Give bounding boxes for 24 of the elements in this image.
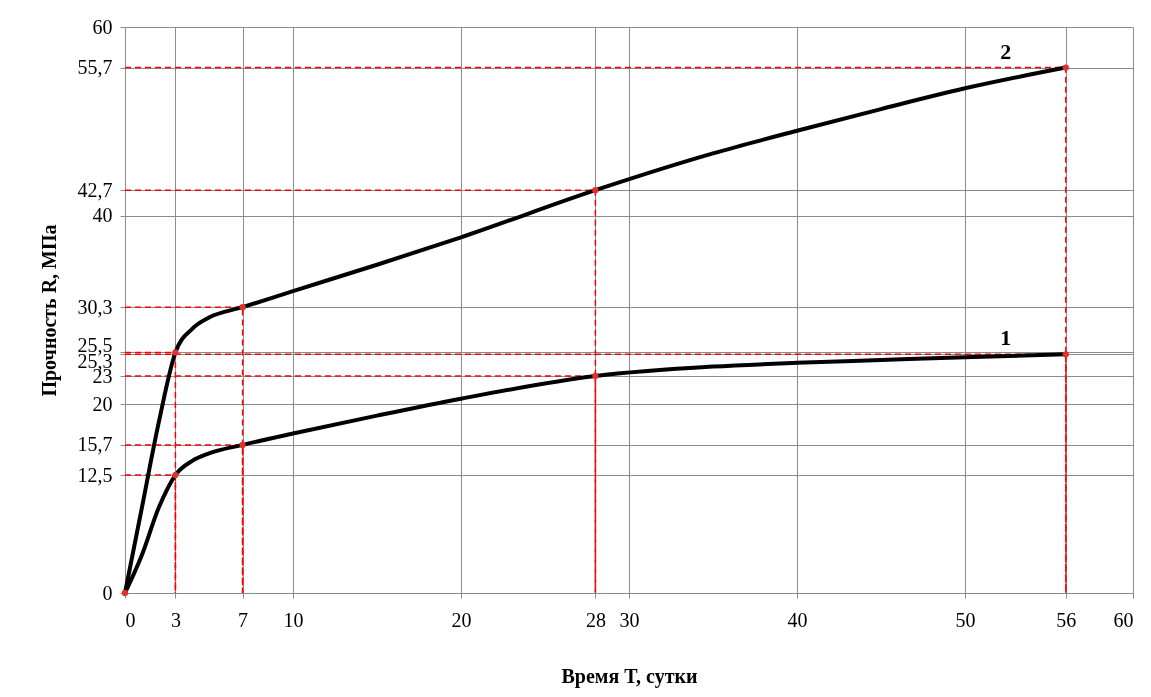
x-tick-label: 50 — [955, 608, 976, 631]
series-label: 2 — [1000, 38, 1012, 64]
x-tick-label: 20 — [451, 608, 472, 631]
x-tick-label: 30 — [619, 608, 640, 631]
y-tick-label: 42,7 — [77, 178, 113, 201]
y-tick-label: 60 — [92, 15, 113, 38]
x-axis-title: Время T, сутки — [561, 664, 698, 688]
y-tick-label: 40 — [92, 204, 113, 227]
x-tick-label: 28 — [585, 608, 606, 631]
y-tick-label: 20 — [92, 392, 113, 415]
series-label: 1 — [1000, 325, 1012, 351]
x-tick-label: 40 — [787, 608, 808, 631]
y-tick-label: 0 — [102, 581, 113, 604]
y-tick-label: 12,5 — [77, 463, 113, 486]
x-tick-label: 56 — [1056, 608, 1077, 631]
x-tick-label: 0 — [125, 608, 136, 631]
x-tick-label: 60 — [1113, 608, 1134, 631]
y-axis-title: Прочность R, МПа — [37, 224, 61, 397]
y-tick-label: 15,7 — [77, 433, 113, 456]
x-tick-label: 7 — [238, 608, 249, 631]
x-tick-label: 3 — [170, 608, 181, 631]
y-tick-label: 55,7 — [77, 56, 113, 79]
x-tick-label: 10 — [283, 608, 304, 631]
y-tick-label: 30,3 — [77, 295, 113, 318]
